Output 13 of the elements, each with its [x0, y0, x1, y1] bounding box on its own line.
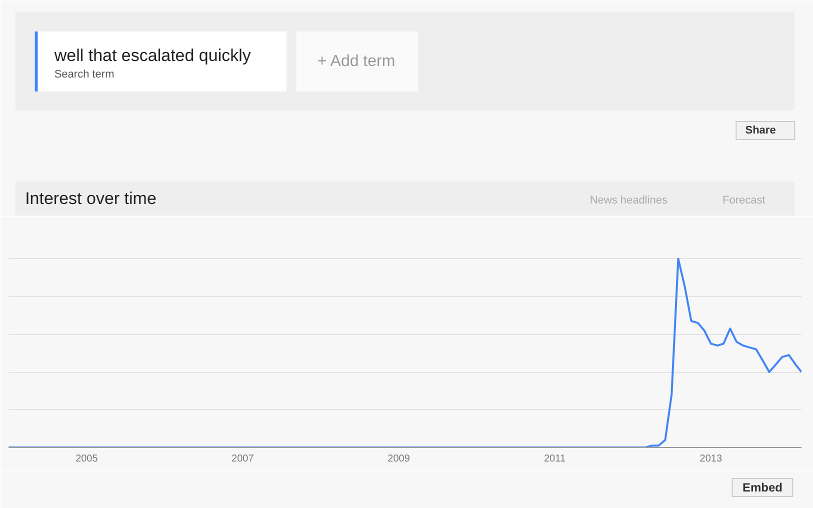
x-tick-label: 2005 — [76, 454, 98, 464]
text: Share — [745, 124, 776, 136]
text: Forecast — [722, 194, 766, 206]
x-tick-label: 2013 — [700, 454, 722, 464]
text: Search term — [54, 68, 114, 80]
x-tick-label: 2009 — [388, 454, 410, 464]
x-tick-label: 2011 — [544, 454, 566, 464]
text: News headlines — [590, 194, 668, 206]
text: well that escalated quickly — [53, 46, 252, 65]
text: + Add term — [317, 53, 396, 70]
x-tick-label: 2007 — [232, 454, 254, 464]
text: Embed — [742, 480, 782, 494]
chart-title: Interest over time — [25, 189, 156, 208]
